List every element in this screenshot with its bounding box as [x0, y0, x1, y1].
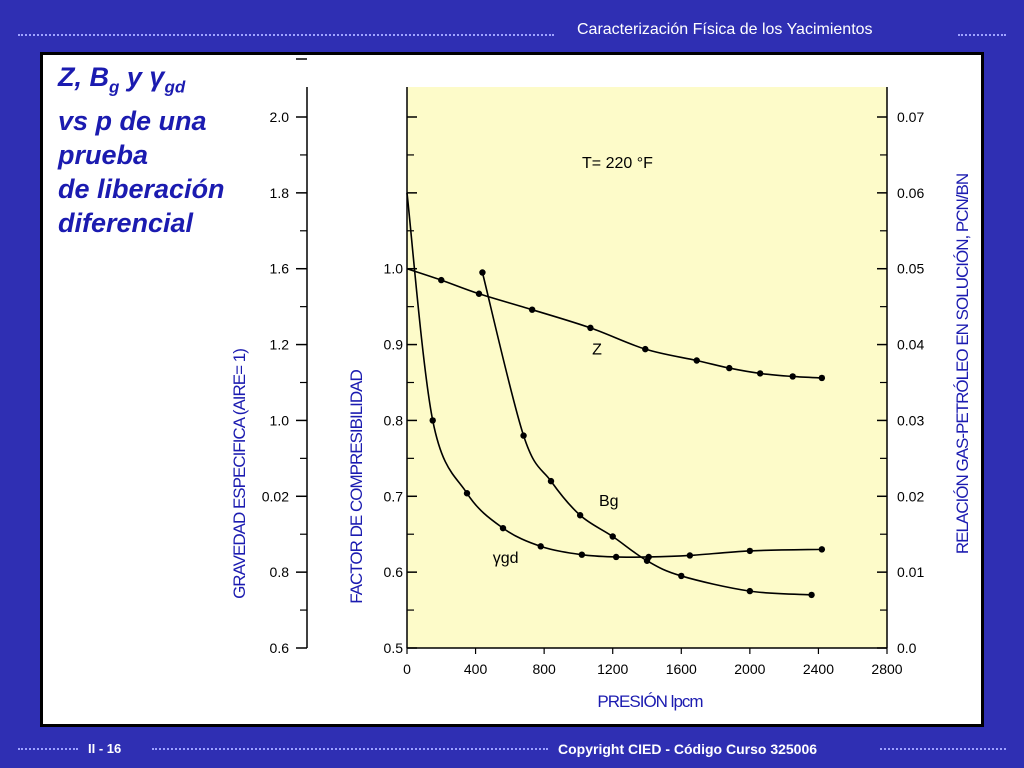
- rs-tick-label: 0.03: [897, 412, 924, 428]
- data-point-gamma-gd: [578, 551, 586, 558]
- z-tick-label: 0.5: [384, 640, 404, 656]
- series-label-gamma-gd: γgd: [493, 550, 519, 567]
- gravity-axis-title: GRAVEDAD ESPECIFICA (AIRE= 1): [230, 349, 249, 599]
- header-title: Caracterización Física de los Yacimiento…: [577, 21, 873, 38]
- x-tick-label: 400: [464, 661, 488, 677]
- header-divider-right: [958, 34, 1006, 36]
- data-point-bg: [576, 512, 584, 519]
- data-point-z: [756, 370, 764, 377]
- footer-divider-mid: [152, 748, 548, 750]
- x-tick-label: 1200: [597, 661, 628, 677]
- x-tick-label: 800: [532, 661, 556, 677]
- data-point-bg: [609, 533, 616, 540]
- rs-tick-label: 0.04: [897, 337, 924, 353]
- gravity-tick-label: 2.0: [270, 109, 290, 125]
- z-tick-label: 1.0: [384, 261, 404, 277]
- x-axis-title: PRESIÓN lpcm: [597, 692, 703, 711]
- data-point-z: [475, 290, 483, 297]
- x-tick-label: 2400: [803, 661, 834, 677]
- rs-tick-label: 0.02: [897, 488, 924, 504]
- header-divider-left: [18, 34, 554, 36]
- rs-tick-label: 0.05: [897, 261, 924, 277]
- data-point-bg: [746, 587, 754, 595]
- gravity-tick-label: 0.6: [270, 640, 290, 656]
- rs-tick-label: 0.01: [897, 564, 924, 580]
- x-tick-label: 1600: [666, 661, 697, 677]
- data-point-z: [587, 324, 594, 332]
- gravity-tick-label: 0.8: [270, 564, 290, 580]
- gravity-tick-label: 1.8: [270, 185, 290, 201]
- slide-title: Z, Bg y γgd vs p de una prueba de libera…: [58, 62, 225, 239]
- data-point-gamma-gd: [537, 543, 544, 550]
- z-tick-label: 0.9: [384, 337, 404, 353]
- footer-divider-left: [18, 748, 78, 750]
- x-tick-label: 2800: [871, 661, 902, 677]
- data-point-bg: [479, 269, 486, 276]
- gravity-tick-label: 1.0: [270, 412, 290, 428]
- z-tick-label: 0.6: [384, 564, 404, 580]
- data-point-bg: [547, 477, 555, 485]
- z-tick-label: 0.8: [384, 412, 404, 428]
- data-point-gamma-gd: [499, 524, 507, 532]
- gravity-tick-label: 1.6: [270, 261, 290, 277]
- gravity-tick-label: 1.2: [270, 337, 290, 353]
- gravity-tick-label: 0.02: [262, 488, 289, 504]
- x-tick-label: 2000: [734, 661, 765, 677]
- data-point-z: [693, 357, 700, 364]
- rs-tick-label: 0.06: [897, 185, 924, 201]
- data-point-gamma-gd: [746, 547, 754, 555]
- data-point-z: [528, 306, 536, 313]
- data-point-z: [642, 345, 649, 353]
- copyright: Copyright CIED - Código Curso 325006: [558, 741, 818, 757]
- data-point-bg: [808, 591, 815, 599]
- z-axis-title: FACTOR DE COMPRESIBILIDAD: [347, 370, 366, 604]
- x-tick-label: 0: [403, 661, 411, 677]
- data-point-gamma-gd: [612, 553, 620, 561]
- page-number: II - 16: [88, 741, 122, 756]
- rs-tick-label: 0.07: [897, 109, 924, 125]
- data-point-gamma-gd: [686, 552, 694, 559]
- temperature-annotation: T= 220 °F: [582, 155, 653, 172]
- data-point-gamma-gd: [429, 417, 436, 424]
- data-point-bg: [678, 572, 685, 580]
- series-label-bg: Bg: [599, 493, 619, 510]
- data-point-gamma-gd: [818, 546, 826, 553]
- data-point-gamma-gd: [645, 553, 652, 561]
- rs-axis-title: RELACIÓN GAS-PETRÓLEO EN SOLUCIÓN, PCN/B…: [953, 174, 972, 554]
- data-point-z: [818, 374, 826, 382]
- footer-divider-right: [880, 748, 1006, 750]
- data-point-z: [726, 364, 733, 372]
- rs-tick-label: 0.0: [897, 640, 917, 656]
- data-point-gamma-gd: [463, 490, 471, 497]
- series-label-z: Z: [592, 341, 602, 358]
- data-point-z: [438, 276, 445, 284]
- data-point-bg: [520, 432, 527, 439]
- data-point-z: [789, 373, 796, 380]
- z-tick-label: 0.7: [384, 488, 404, 504]
